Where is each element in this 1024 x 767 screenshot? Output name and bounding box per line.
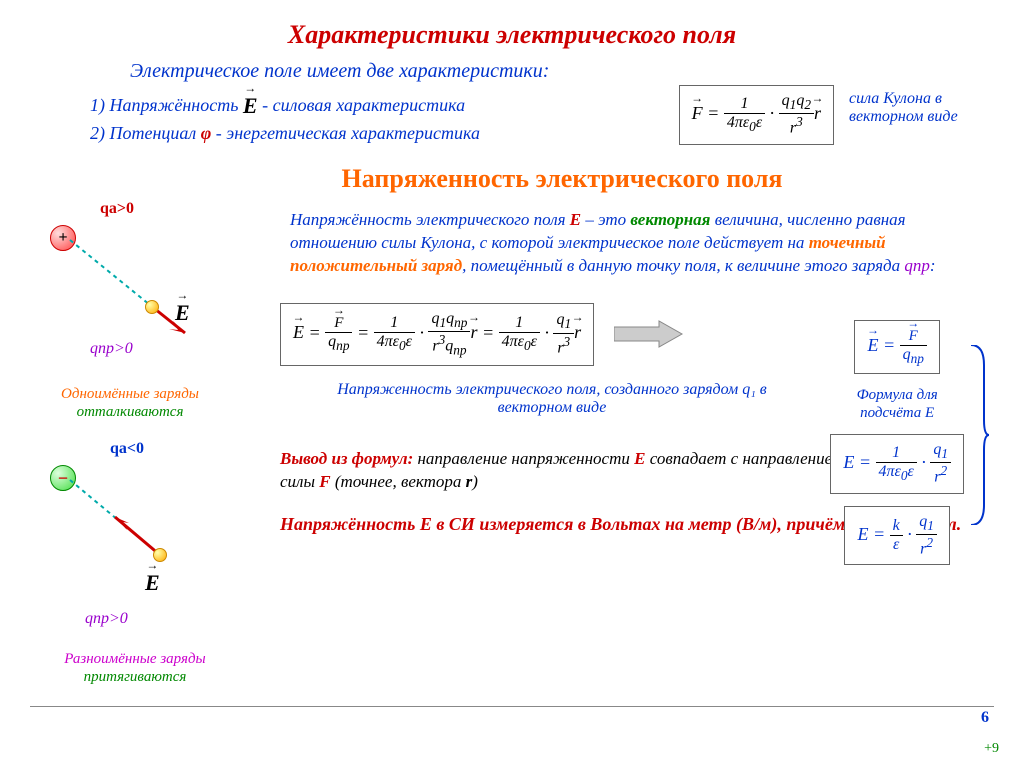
def-E: E: [570, 210, 581, 229]
bracket-icon: [969, 345, 989, 525]
item1-prefix: 1) Напряжённость: [90, 95, 243, 115]
def-p1: Напряжённость электрического поля: [290, 210, 570, 229]
bottom-rule: [30, 706, 994, 707]
subtitle: Электрическое поле имеет две характерист…: [130, 60, 994, 83]
vc-text: Напряженность электрического поля, созда…: [337, 381, 767, 416]
E-vec-label-2: E: [145, 570, 160, 596]
E-symbol: E: [243, 93, 258, 118]
diff-c: Разноимённые заряды: [64, 651, 205, 667]
qpr-label-2: qпр>0: [85, 610, 128, 628]
field-arrow-2: [65, 475, 205, 595]
def-colon: :: [930, 256, 936, 275]
conc-E: E: [634, 449, 645, 468]
formula-caption: Формула для подсчёта E: [837, 386, 957, 422]
item2-suffix: - энергетическая характеристика: [216, 123, 480, 143]
item2-prefix: 2) Потенциал: [90, 123, 201, 143]
repel: отталкиваются: [77, 404, 184, 420]
vector-caption: Напряженность электрического поля, созда…: [310, 381, 794, 417]
conc-F: F: [319, 472, 330, 491]
conc-lead: Вывод из формул:: [280, 449, 413, 468]
derivation-formula: E = Fqnp = 14πε0ε · q1qnpr3qnpr = 14πε0ε…: [280, 303, 594, 366]
page-rating: +9: [984, 741, 999, 757]
main-title: Характеристики электрического поля: [30, 20, 994, 50]
arrow-right-icon: [614, 319, 684, 349]
list-item-2: 2) Потенциал φ - энергетическая характер…: [90, 123, 994, 144]
conc-t4: ): [472, 472, 478, 491]
formula-E-vec: E = Fqnp: [854, 320, 939, 374]
definition-text: Напряжённость электрического поля E – эт…: [290, 209, 964, 278]
probe-charge-1: [145, 300, 159, 314]
qa-neg-label: qа<0: [110, 440, 144, 458]
conc-t3: (точнее, вектора: [331, 472, 466, 491]
same-charges-caption: Одноимённые заряды отталкиваются: [40, 385, 220, 421]
item1-suffix: - силовая характеристика: [262, 95, 465, 115]
side-formulas: E = Fqnp Формула для подсчёта E E = 14πε…: [830, 320, 964, 565]
E-vec-label-1: E: [175, 300, 190, 326]
def-q: qпр: [904, 256, 930, 275]
def-p4: , помещённый в данную точку поля, к вели…: [462, 256, 904, 275]
conc-t1: направление напряженности: [413, 449, 634, 468]
diff-charges-caption: Разноимённые заряды притягиваются: [40, 650, 230, 686]
def-vec: векторная: [630, 210, 710, 229]
coulomb-label: сила Кулона в векторном виде: [849, 90, 989, 126]
formula-E-eps: E = 14πε0ε · q1r2: [830, 434, 964, 494]
qpr-label-1: qпр>0: [90, 340, 133, 358]
attract: притягиваются: [84, 669, 187, 685]
def-p2: – это: [581, 210, 630, 229]
coulomb-formula-box: F = 14πε0ε · q1q2r3r: [679, 85, 834, 145]
formula-E-k: E = kε · q1r2: [844, 506, 949, 566]
phi-symbol: φ: [201, 123, 212, 143]
qa-pos-label: qа>0: [100, 200, 134, 218]
same-c: Одноимённые заряды: [61, 386, 199, 402]
coulomb-formula: F = 14πε0ε · q1q2r3r: [692, 103, 821, 123]
section-title: Напряженность электрического поля: [130, 164, 994, 194]
page-number: 6: [981, 709, 989, 727]
